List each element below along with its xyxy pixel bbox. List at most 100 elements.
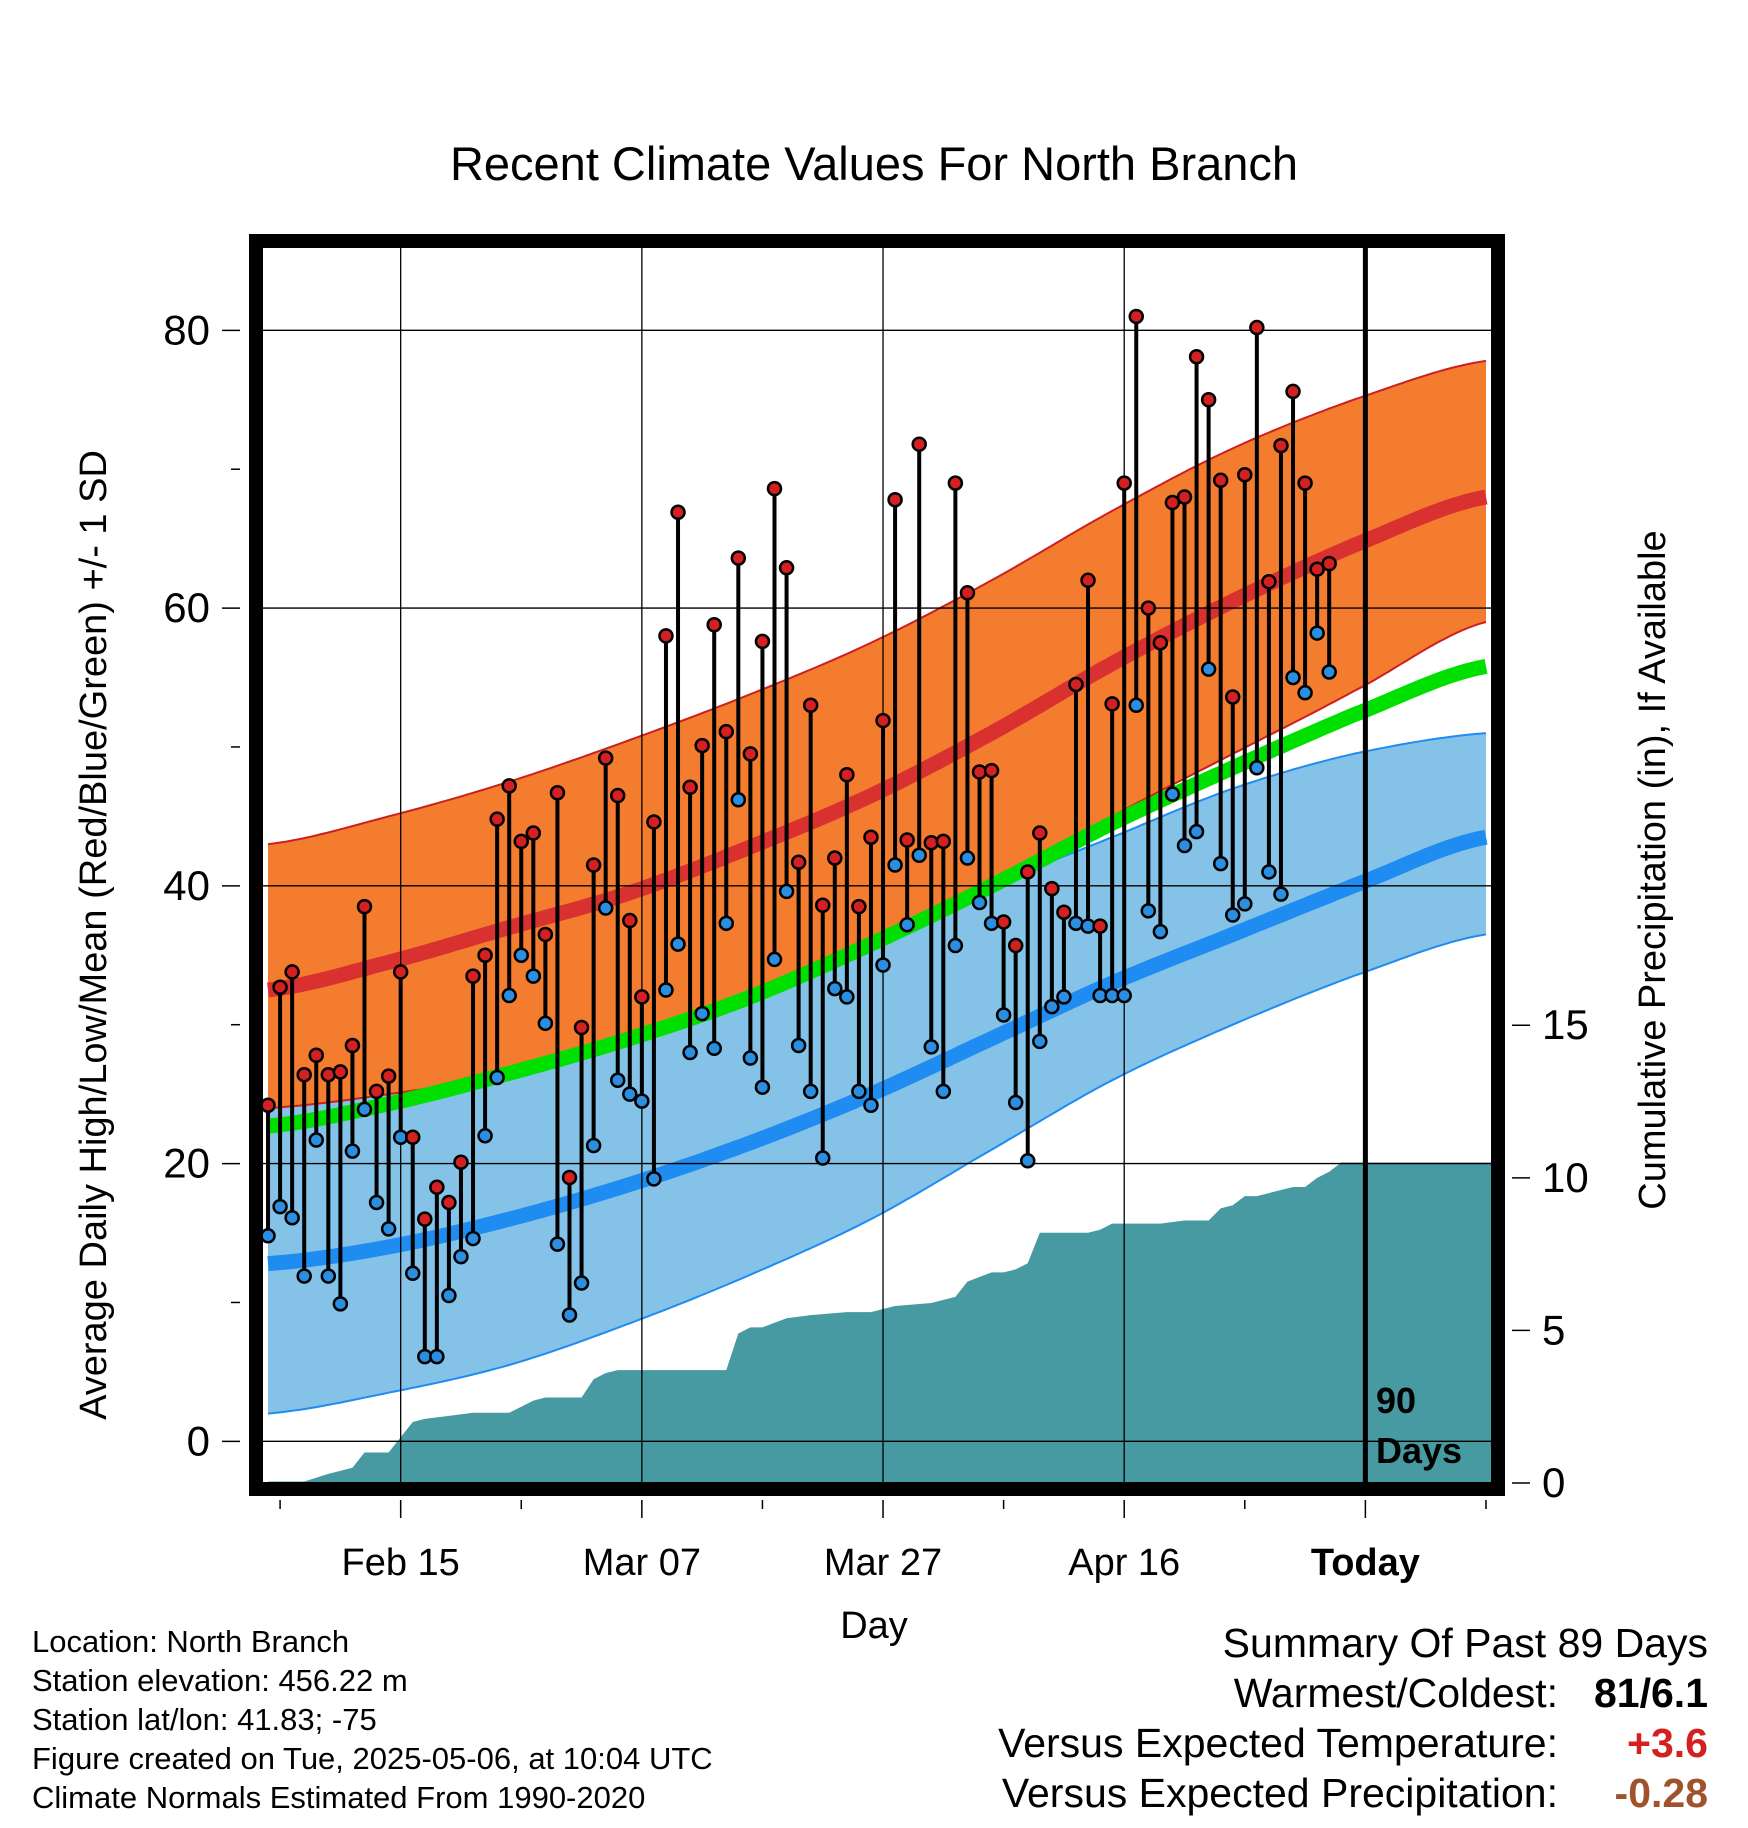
observed-high-point: [947, 475, 964, 491]
observed-low-point: [1007, 1094, 1024, 1111]
y-tick-label-left: 0: [187, 1417, 210, 1464]
observed-low-point: [262, 1228, 276, 1244]
y-tick-label-right: 10: [1542, 1154, 1589, 1201]
observed-high-point: [622, 912, 638, 929]
observed-low-point: [296, 1268, 312, 1284]
observed-low-point: [754, 1079, 771, 1095]
latlon-text: Station lat/lon: 41.83; -75: [32, 1702, 377, 1737]
normal-high-band: [268, 360, 1486, 1108]
observed-low-point: [863, 1097, 879, 1114]
observed-high-point: [1128, 308, 1145, 325]
observed-low-point: [622, 1086, 638, 1102]
y-axis-label-left: Average Daily High/Low/Mean (Red/Blue/Gr…: [73, 450, 115, 1420]
observed-low-point: [1261, 864, 1277, 880]
precip-label: Versus Expected Precipitation:: [1001, 1770, 1558, 1816]
observed-high-point: [1140, 600, 1157, 616]
observed-low-point: [597, 900, 614, 916]
observed-low-point: [465, 1230, 481, 1247]
observed-low-point: [1032, 1033, 1048, 1050]
observed-low-point: [1056, 989, 1072, 1005]
observed-low-point: [501, 987, 517, 1004]
observed-high-point: [404, 1129, 421, 1145]
summary-panel: Summary Of Past 89 Days Warmest/Coldest:…: [948, 1618, 1708, 1818]
observed-high-point: [392, 964, 409, 980]
observed-high-point: [1164, 494, 1181, 511]
observed-high-point: [429, 1179, 445, 1195]
observed-low-point: [1273, 886, 1289, 902]
observed-low-point: [935, 1083, 952, 1100]
observed-low-point: [525, 968, 542, 984]
observed-high-point: [284, 964, 300, 980]
observed-low-point: [609, 1072, 626, 1089]
observed-high-point: [682, 779, 698, 795]
observed-low-point: [899, 916, 915, 933]
observed-low-point: [308, 1132, 325, 1148]
y-tick-label-left: 60: [163, 584, 210, 631]
observed-high-point: [1285, 383, 1301, 400]
observed-high-point: [585, 857, 602, 873]
observed-low-point: [429, 1348, 445, 1365]
observed-low-point: [585, 1137, 602, 1154]
observed-low-point: [814, 1150, 831, 1166]
observed-low-point: [875, 957, 891, 973]
observed-high-point: [308, 1047, 325, 1064]
observed-high-point: [272, 979, 288, 995]
observed-low-point: [1237, 896, 1253, 912]
y-tick-label-right: 0: [1542, 1459, 1565, 1506]
observed-low-point: [573, 1275, 590, 1291]
observed-low-point: [995, 1007, 1012, 1023]
observed-high-point: [935, 833, 952, 850]
warm-cold-value: 81/6.1: [1594, 1670, 1708, 1716]
observed-high-point: [477, 947, 493, 964]
observed-high-point: [718, 723, 735, 740]
observed-high-point: [296, 1066, 312, 1083]
observed-high-point: [983, 762, 1000, 779]
normal-low-band: [268, 733, 1486, 1414]
precip-value: -0.28: [1614, 1770, 1708, 1816]
observed-low-point: [356, 1101, 373, 1118]
observed-high-point: [766, 480, 783, 497]
observed-low-point: [561, 1307, 578, 1323]
warm-cold-label: Warmest/Coldest:: [1233, 1670, 1558, 1716]
observed-high-point: [851, 898, 867, 915]
observed-low-point: [682, 1044, 698, 1061]
warm-cold-row: Warmest/Coldest: 81/6.1: [948, 1668, 1708, 1718]
observed-low-point: [730, 791, 747, 808]
observed-high-point: [959, 585, 976, 601]
observed-low-point: [634, 1093, 650, 1109]
observed-low-point: [778, 883, 795, 900]
observed-high-point: [368, 1083, 385, 1100]
observed-high-point: [1321, 555, 1337, 572]
observed-low-point: [971, 894, 988, 911]
observed-low-point: [658, 982, 674, 998]
observed-low-point: [368, 1194, 385, 1211]
observed-low-point: [477, 1128, 493, 1144]
observed-low-point: [513, 947, 530, 964]
precip-row: Versus Expected Precipitation: -0.28: [948, 1768, 1708, 1818]
observed-high-point: [1044, 880, 1060, 897]
cumulative-precip-area: [268, 1162, 1492, 1483]
observed-high-point: [911, 436, 927, 452]
y-tick-label-right: 5: [1542, 1306, 1565, 1353]
observed-high-point: [1056, 904, 1072, 920]
observed-high-point: [356, 898, 373, 915]
observed-high-point: [730, 550, 747, 566]
observed-high-point: [863, 829, 879, 845]
location-text: Location: North Branch: [32, 1624, 350, 1659]
observed-low-point: [344, 1143, 361, 1159]
observed-low-point: [911, 847, 927, 864]
observed-high-point: [814, 897, 831, 914]
observed-low-point: [284, 1209, 300, 1226]
observed-low-point: [1164, 786, 1181, 802]
observed-low-point: [453, 1248, 469, 1265]
observed-high-point: [1261, 573, 1277, 590]
today-marker-label-1: 90: [1376, 1380, 1416, 1421]
observed-low-point: [706, 1040, 722, 1057]
observed-low-point: [827, 980, 843, 997]
x-axis-label: Day: [840, 1605, 908, 1647]
observed-low-point: [670, 936, 686, 952]
temp-row: Versus Expected Temperature: +3.6: [948, 1718, 1708, 1768]
station-info: Location: North Branch Station elevation…: [32, 1622, 713, 1817]
observed-high-point: [380, 1068, 397, 1084]
observed-high-point: [694, 737, 710, 754]
